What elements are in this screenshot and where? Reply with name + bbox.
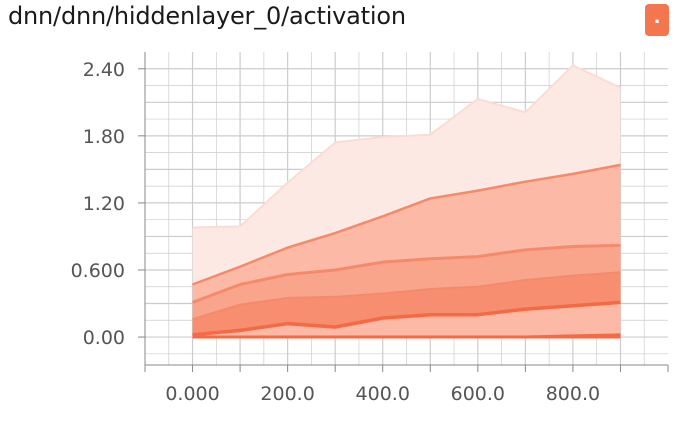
band-4 (192, 272, 621, 335)
tick-labels: 0.00 0.600 1.20 1.80 2.40 0.000 200.0 400.0 600.… (71, 59, 601, 405)
percentile-lines (192, 64, 621, 339)
y-tick-label: 0.00 (83, 327, 125, 349)
chart-title: dnn/dnn/hiddenlayer_0/activation (8, 2, 406, 30)
x-tick-label: 800.0 (546, 383, 600, 405)
y-tick-label: 1.20 (83, 193, 125, 215)
x-tick-label: 0.000 (165, 383, 219, 405)
series-line (192, 300, 621, 337)
expand-button[interactable]: . (645, 4, 669, 36)
x-tick-label: 600.0 (451, 383, 505, 405)
axes (138, 52, 669, 372)
y-tick-label: 2.40 (83, 59, 125, 81)
series-line (192, 163, 621, 286)
y-tick-label: 1.80 (83, 126, 125, 148)
series-line (192, 243, 621, 304)
x-tick-label: 200.0 (260, 383, 314, 405)
distribution-bands (192, 65, 621, 338)
series-line (192, 64, 621, 229)
y-tick-label: 0.600 (71, 260, 125, 282)
series-line (192, 271, 621, 321)
x-tick-label: 400.0 (356, 383, 410, 405)
